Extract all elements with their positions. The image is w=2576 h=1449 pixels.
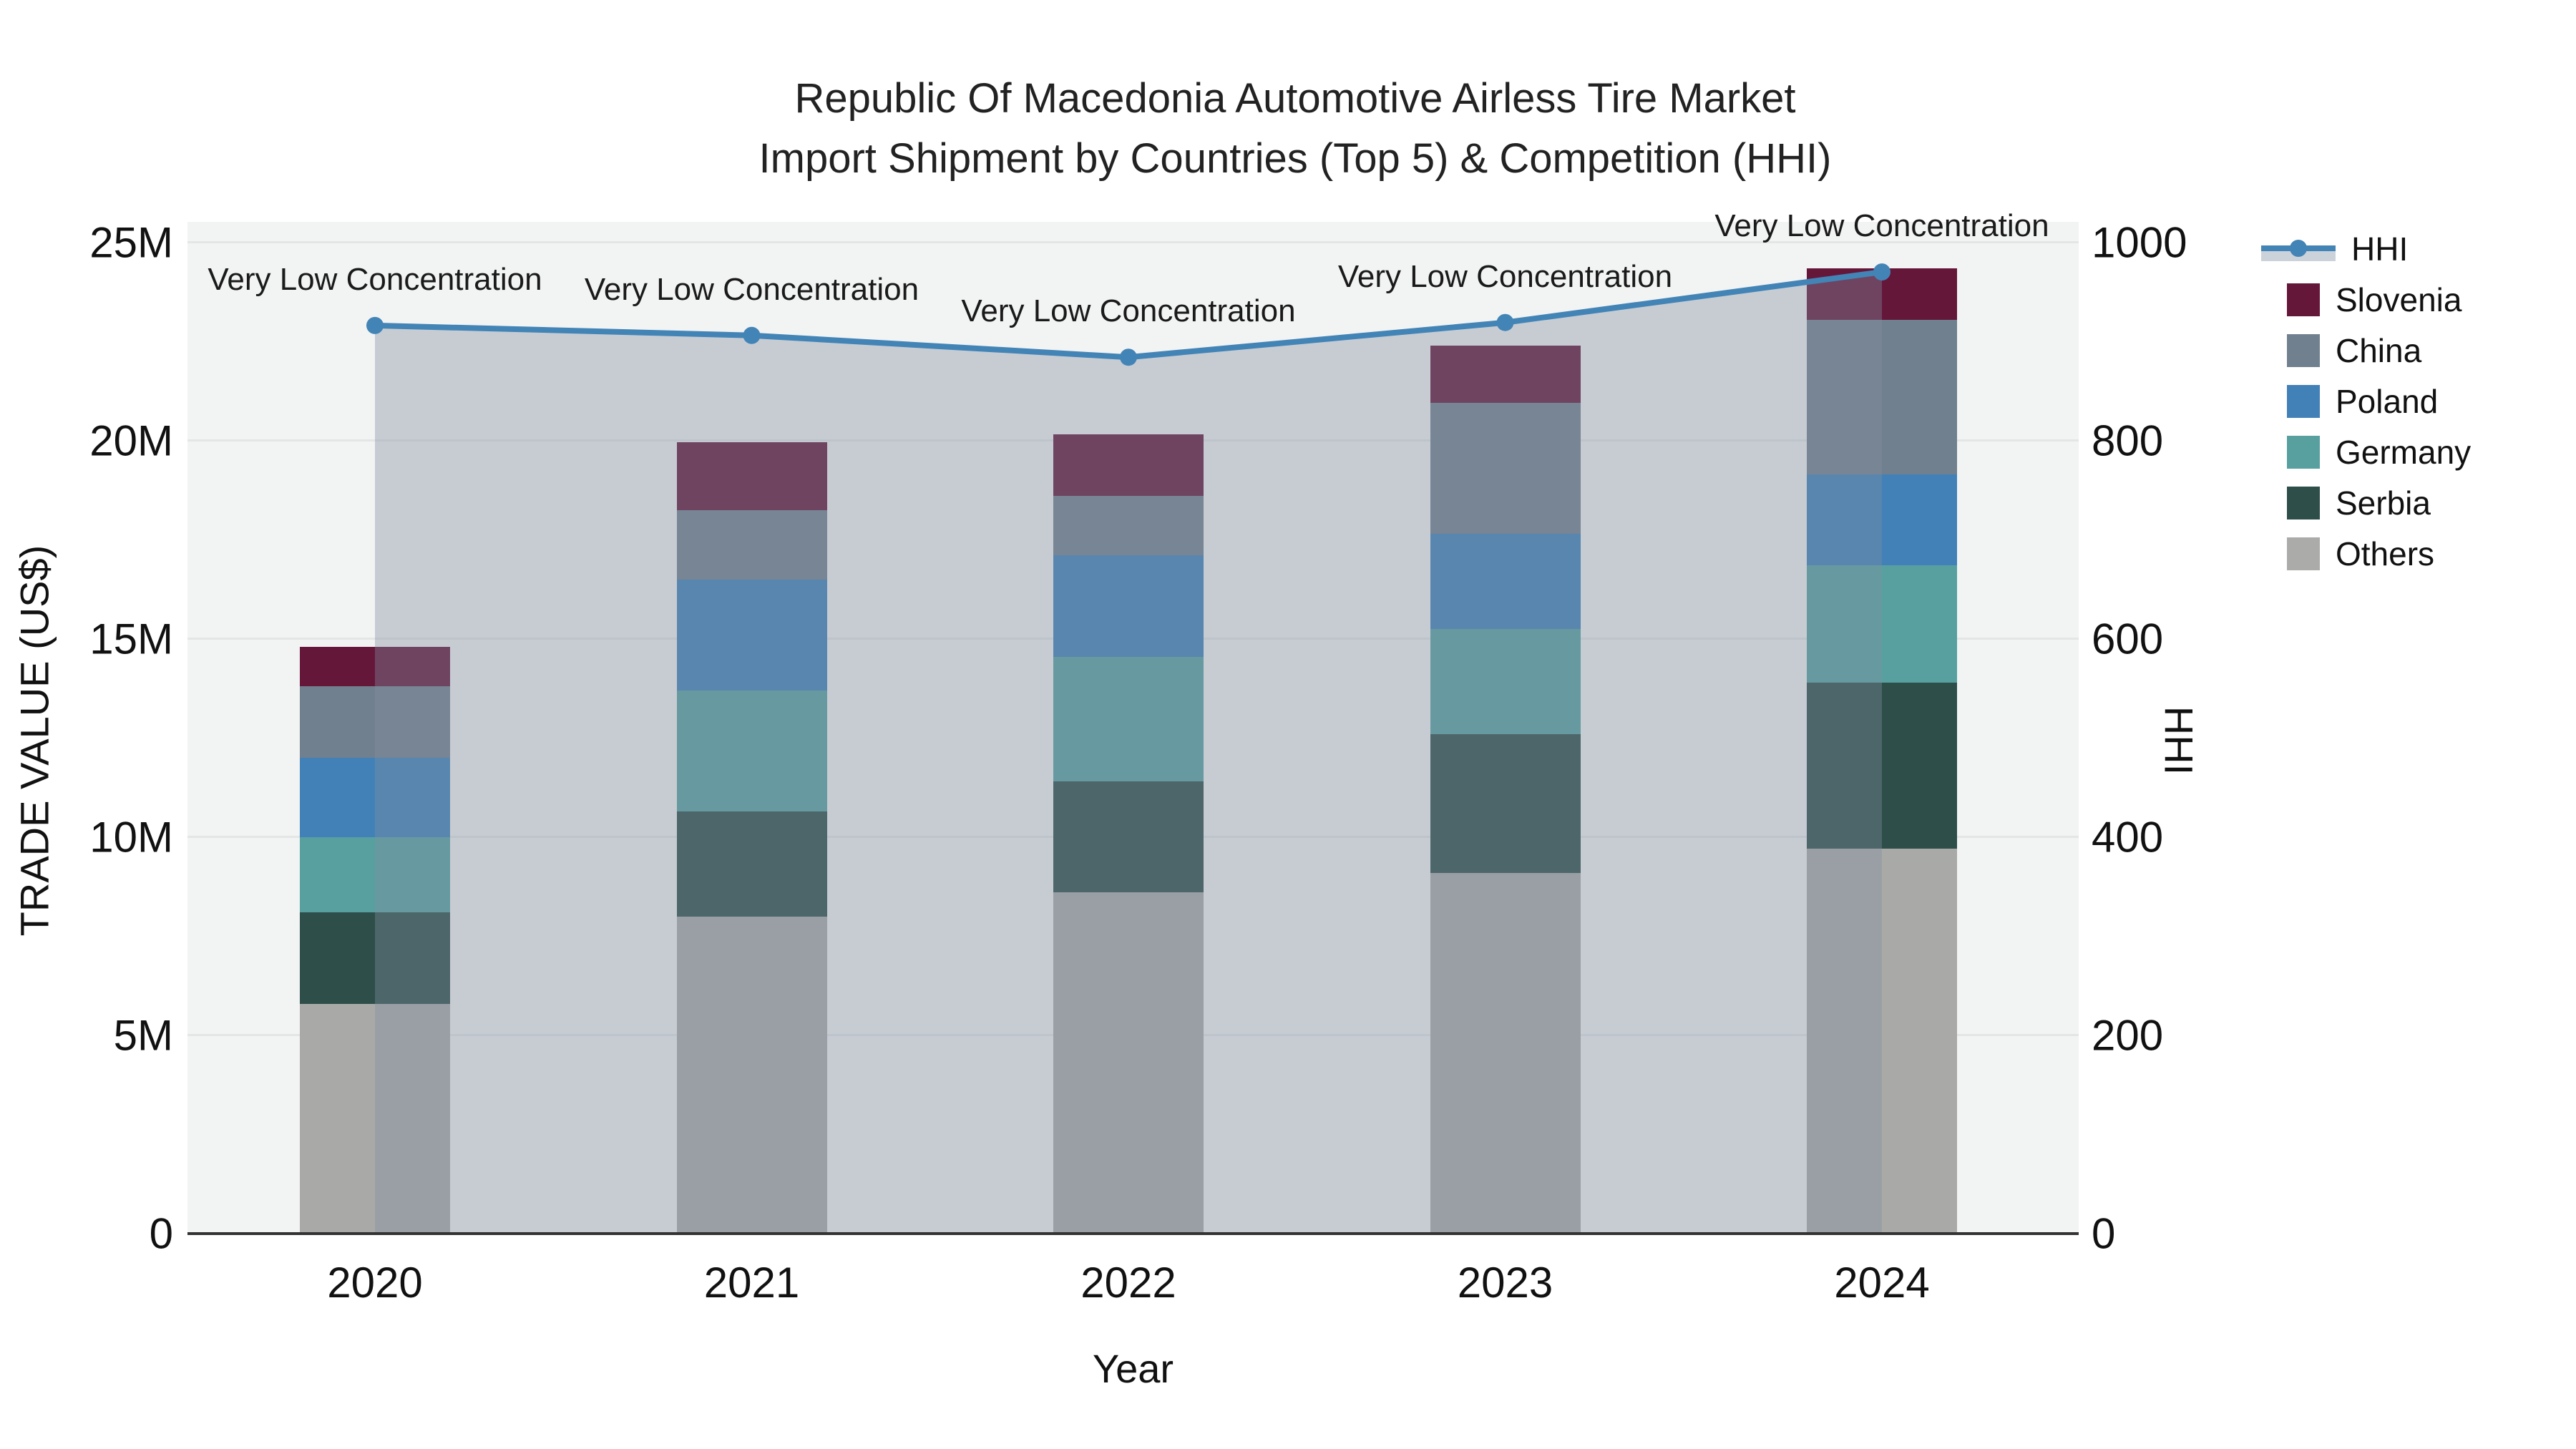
legend-label-slovenia: Slovenia — [2336, 281, 2462, 318]
chart-title-line2: Import Shipment by Countries (Top 5) & C… — [758, 135, 1832, 182]
left-tick-20M: 20M — [89, 416, 173, 465]
legend-swatch-serbia — [2287, 487, 2320, 519]
x-tick-2023: 2023 — [1457, 1259, 1553, 1307]
bar-segment-others-2022[interactable] — [1053, 892, 1204, 1234]
annotation-2021: Very Low Concentration — [584, 271, 919, 307]
legend-item-others[interactable]: Others — [2261, 532, 2434, 575]
x-axis-title: Year — [1092, 1346, 1174, 1391]
gridline-25m — [187, 241, 2079, 243]
legend-label-others: Others — [2336, 535, 2435, 572]
bar-segment-slovenia-2022[interactable] — [1053, 434, 1204, 497]
legend-item-germany[interactable]: Germany — [2261, 431, 2471, 474]
legend-item-hhi[interactable]: HHI — [2261, 228, 2408, 270]
bar-segment-serbia-2021[interactable] — [676, 811, 827, 917]
bar-segment-poland-2022[interactable] — [1053, 555, 1204, 657]
x-tick-2020: 2020 — [327, 1259, 423, 1307]
legend-swatch-others — [2287, 537, 2320, 570]
annotation-2022: Very Low Concentration — [961, 293, 1296, 329]
bar-segment-slovenia-2021[interactable] — [676, 442, 827, 510]
bar-segment-germany-2022[interactable] — [1053, 656, 1204, 782]
right-tick-800: 800 — [2092, 416, 2164, 465]
legend-item-slovenia[interactable]: Slovenia — [2261, 278, 2462, 321]
left-tick-15M: 15M — [89, 615, 173, 663]
bar-segment-serbia-2023[interactable] — [1430, 733, 1581, 873]
chart-title-line1: Republic Of Macedonia Automotive Airless… — [794, 75, 1796, 122]
left-tick-0: 0 — [149, 1209, 173, 1258]
left-tick-10M: 10M — [89, 813, 173, 862]
x-axis-line — [187, 1232, 2079, 1235]
bar-segment-poland-2021[interactable] — [676, 579, 827, 691]
hhi-marker-2020[interactable] — [366, 316, 384, 334]
right-axis-title: HHI — [2156, 706, 2202, 776]
legend-label-serbia: Serbia — [2336, 484, 2431, 522]
legend-hhi-marker-icon — [2290, 240, 2307, 257]
bar-segment-serbia-2020[interactable] — [300, 912, 450, 1004]
legend-label-hhi: HHI — [2351, 230, 2409, 268]
hhi-marker-2021[interactable] — [743, 326, 761, 344]
right-tick-600: 600 — [2092, 615, 2164, 663]
legend-item-poland[interactable]: Poland — [2261, 380, 2438, 423]
bar-segment-germany-2020[interactable] — [300, 836, 450, 913]
right-tick-1000: 1000 — [2092, 218, 2187, 266]
left-axis-title: TRADE VALUE (US$) — [11, 545, 57, 937]
chart-title: Republic Of Macedonia Automotive Airless… — [0, 69, 2576, 189]
bar-segment-others-2024[interactable] — [1807, 849, 1957, 1234]
bar-segment-germany-2023[interactable] — [1430, 628, 1581, 734]
legend-swatch-china — [2287, 334, 2320, 367]
bar-segment-germany-2021[interactable] — [676, 690, 827, 811]
bar-segment-china-2022[interactable] — [1053, 496, 1204, 556]
bar-segment-slovenia-2023[interactable] — [1430, 345, 1581, 403]
plot-area — [187, 222, 2079, 1234]
legend-label-poland: Poland — [2336, 383, 2439, 420]
annotation-2024: Very Low Concentration — [1714, 208, 2049, 244]
right-tick-400: 400 — [2092, 813, 2164, 862]
bar-segment-poland-2020[interactable] — [300, 757, 450, 837]
bar-segment-poland-2024[interactable] — [1807, 474, 1957, 566]
legend-item-serbia[interactable]: Serbia — [2261, 482, 2431, 525]
legend-hhi-line-sample — [2261, 233, 2336, 265]
bar-segment-china-2023[interactable] — [1430, 402, 1581, 534]
bar-segment-germany-2024[interactable] — [1807, 565, 1957, 683]
legend-item-china[interactable]: China — [2261, 329, 2421, 372]
bar-segment-serbia-2022[interactable] — [1053, 781, 1204, 893]
hhi-marker-2022[interactable] — [1120, 348, 1137, 366]
legend-label-germany: Germany — [2336, 434, 2472, 471]
x-tick-2021: 2021 — [703, 1259, 800, 1307]
right-tick-200: 200 — [2092, 1011, 2164, 1060]
right-tick-0: 0 — [2092, 1209, 2116, 1258]
legend-swatch-germany — [2287, 436, 2320, 469]
annotation-2023: Very Low Concentration — [1337, 258, 1673, 294]
bar-segment-others-2021[interactable] — [676, 916, 827, 1234]
bar-segment-poland-2023[interactable] — [1430, 533, 1581, 629]
bar-segment-others-2023[interactable] — [1430, 872, 1581, 1234]
x-tick-2024: 2024 — [1834, 1259, 1930, 1307]
legend-swatch-poland — [2287, 385, 2320, 418]
annotation-2020: Very Low Concentration — [208, 261, 542, 297]
left-tick-25M: 25M — [89, 218, 173, 266]
legend-swatch-slovenia — [2287, 283, 2320, 316]
bar-segment-china-2020[interactable] — [300, 686, 450, 758]
hhi-marker-2023[interactable] — [1496, 313, 1514, 331]
left-tick-5M: 5M — [113, 1011, 173, 1060]
bar-segment-serbia-2024[interactable] — [1807, 682, 1957, 849]
bar-segment-others-2020[interactable] — [300, 1003, 450, 1234]
bar-segment-china-2021[interactable] — [676, 509, 827, 580]
bar-segment-china-2024[interactable] — [1807, 319, 1957, 474]
hhi-marker-2024[interactable] — [1873, 263, 1890, 281]
bar-segment-slovenia-2020[interactable] — [300, 646, 450, 687]
x-tick-2022: 2022 — [1080, 1259, 1176, 1307]
legend-label-china: China — [2336, 332, 2422, 369]
